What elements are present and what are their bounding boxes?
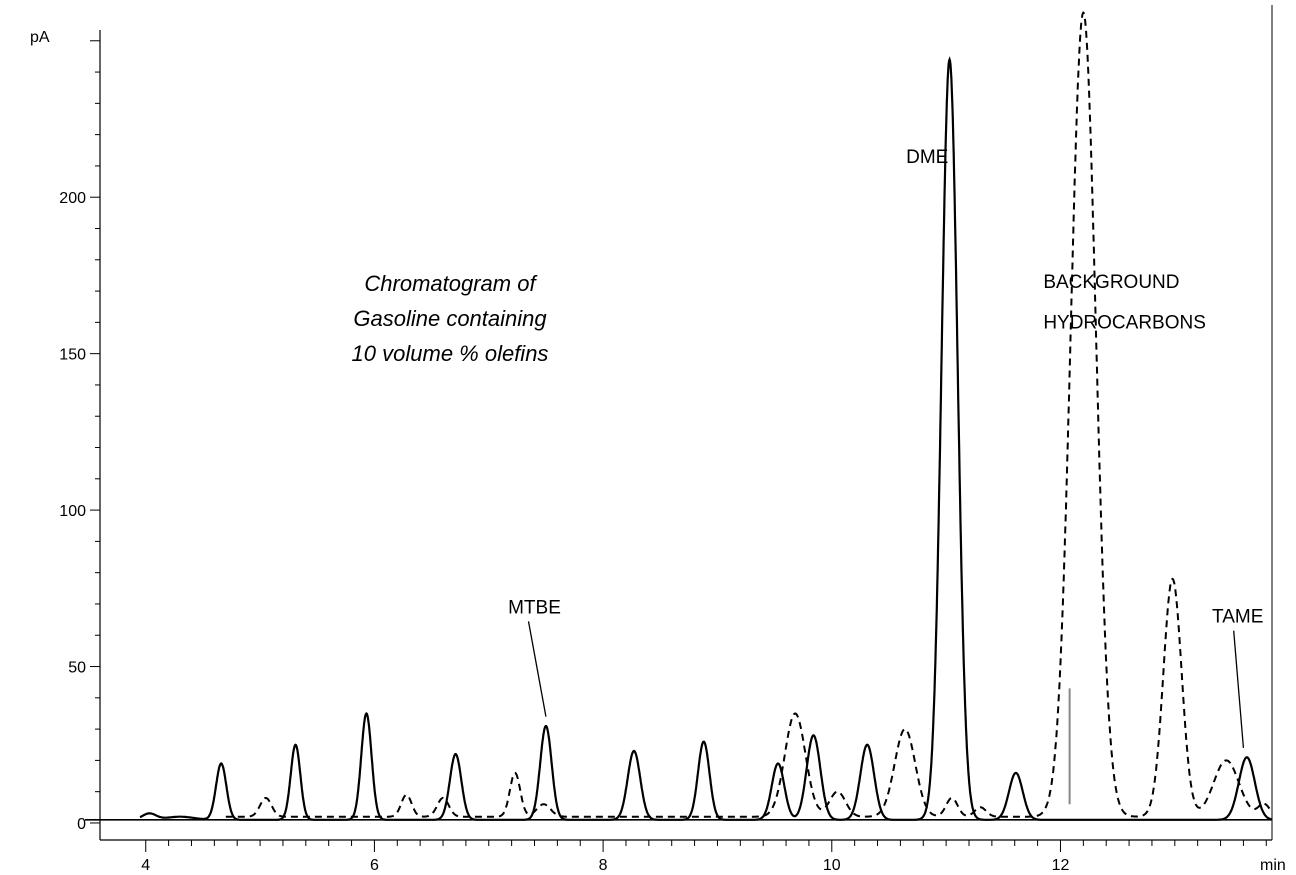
peak-label-text: MTBE — [508, 597, 561, 618]
y-tick-label: 200 — [59, 190, 86, 207]
x-tick-label: 12 — [1052, 857, 1070, 874]
annotation-line-1: Chromatogram of — [364, 271, 536, 296]
y-tick-label: 100 — [59, 503, 86, 520]
peak-label-text: BACKGROUND — [1043, 272, 1179, 293]
x-axis-unit-label: min — [1260, 857, 1286, 874]
peak-label-text: HYDROCARBONS — [1043, 313, 1206, 334]
annotation-line-3: 10 volume % olefins — [351, 341, 549, 366]
y-tick-label: 150 — [59, 347, 86, 364]
x-tick-label: 8 — [599, 857, 608, 874]
y-tick-label: 0 — [77, 816, 86, 833]
peak-pointer-line — [527, 621, 547, 717]
x-tick-label: 4 — [141, 857, 150, 874]
chromatogram-traces — [139, 11, 1273, 821]
solid-trace — [139, 56, 1273, 821]
y-tick-label: 50 — [68, 660, 86, 677]
y-axis-unit-label: pA — [30, 29, 50, 46]
peak-labels: DME MTBE BACKGROUND HYDROCARBONS TAME — [508, 147, 1263, 748]
annotation-line-2: Gasoline containing — [353, 306, 547, 331]
peak-label-text: TAME — [1212, 607, 1263, 628]
x-tick-label: 6 — [370, 857, 379, 874]
chart-annotation: Chromatogram of Gasoline containing 10 v… — [300, 266, 600, 371]
peak-label-text: DME — [906, 147, 948, 168]
x-tick-label: 10 — [823, 857, 841, 874]
dashed-trace — [225, 11, 1273, 818]
peak-pointer-line — [1233, 630, 1245, 748]
axis-ticks: 0 50 100 150 200 pA 4 6 8 10 12 min — [30, 29, 1286, 874]
